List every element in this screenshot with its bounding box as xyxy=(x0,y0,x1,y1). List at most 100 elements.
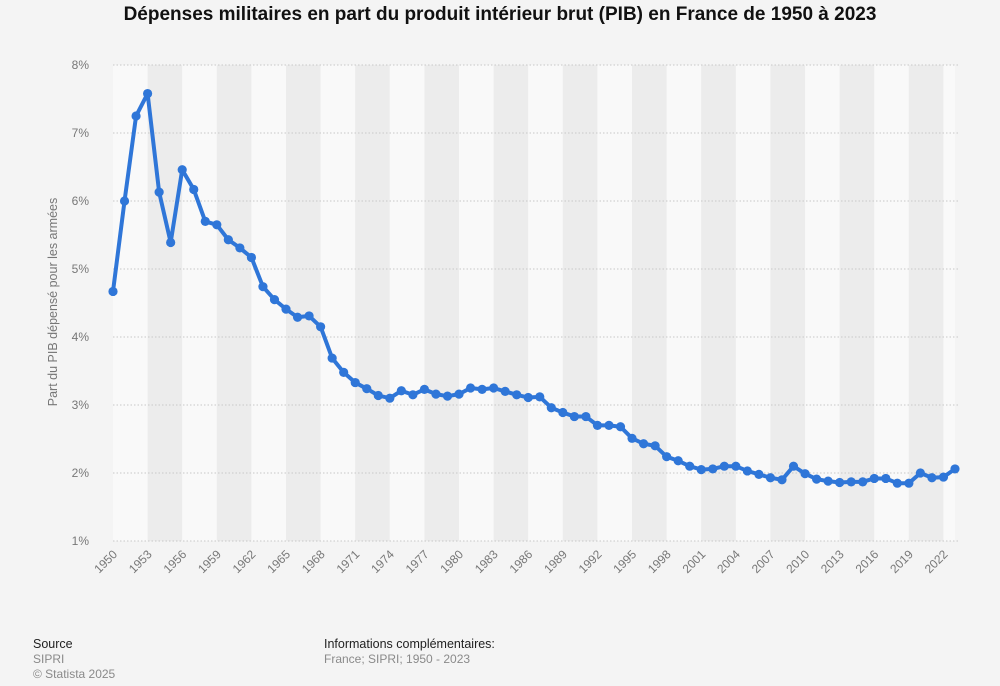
data-point xyxy=(177,165,187,175)
data-point xyxy=(119,196,130,206)
data-point xyxy=(362,384,372,394)
x-tick-label: 1974 xyxy=(368,547,397,576)
info-block: Informations complémentaires: France; SI… xyxy=(324,637,495,667)
data-point xyxy=(615,422,626,432)
background-band xyxy=(355,65,390,541)
data-point xyxy=(154,187,164,197)
data-point xyxy=(754,469,764,479)
info-text: France; SIPRI; 1950 - 2023 xyxy=(324,652,471,666)
background-band xyxy=(701,65,736,541)
data-point xyxy=(788,461,799,471)
x-tick-label: 1989 xyxy=(541,547,570,576)
data-point xyxy=(235,243,245,253)
data-point xyxy=(811,474,822,484)
data-point xyxy=(431,389,441,399)
data-point xyxy=(442,391,453,401)
data-point xyxy=(673,456,683,466)
data-point xyxy=(339,367,349,377)
x-tick-label: 1971 xyxy=(334,547,363,576)
data-point xyxy=(742,466,752,476)
x-tick-label: 1956 xyxy=(161,547,190,576)
copyright[interactable]: © Statista 2025 xyxy=(33,667,116,681)
background-band xyxy=(770,65,806,541)
data-point xyxy=(477,384,487,394)
chart-title: Dépenses militaires en part du produit i… xyxy=(123,4,877,25)
x-tick-label: 2007 xyxy=(749,547,778,576)
data-point xyxy=(373,390,383,401)
data-point xyxy=(292,312,303,322)
data-point xyxy=(696,465,706,475)
data-point xyxy=(638,439,649,449)
x-axis-ticks: 1950 1953 1956 1959 1962 1965 1968 1971 1974 1977… xyxy=(91,547,950,576)
background-band xyxy=(216,65,252,541)
data-point xyxy=(535,392,545,402)
data-point xyxy=(200,216,210,226)
data-point xyxy=(512,390,522,400)
x-tick-label: 1962 xyxy=(230,547,259,576)
data-point xyxy=(950,464,960,474)
data-point xyxy=(650,441,660,451)
x-tick-label: 1980 xyxy=(437,547,466,576)
background-band xyxy=(424,65,460,541)
data-point xyxy=(212,220,222,230)
data-point xyxy=(131,111,141,121)
x-tick-label: 1959 xyxy=(195,547,224,576)
data-point xyxy=(823,476,833,486)
data-point xyxy=(846,477,856,487)
data-point xyxy=(800,469,810,479)
data-point xyxy=(396,386,406,396)
data-point xyxy=(489,383,499,393)
data-point xyxy=(327,353,337,363)
x-tick-label: 2001 xyxy=(680,547,709,576)
background-band xyxy=(597,65,633,541)
data-point xyxy=(189,184,199,195)
source-name[interactable]: SIPRI xyxy=(33,652,65,666)
data-point xyxy=(604,420,614,430)
data-point xyxy=(408,390,418,400)
x-tick-label: 1950 xyxy=(91,547,120,576)
data-point xyxy=(258,282,268,292)
data-point xyxy=(892,478,902,488)
background-bands xyxy=(113,65,955,541)
data-point xyxy=(581,411,591,422)
background-band xyxy=(839,65,875,541)
y-tick-label: 4% xyxy=(72,330,90,344)
x-tick-label: 2019 xyxy=(887,547,916,576)
x-tick-label: 1977 xyxy=(403,547,432,576)
y-tick-label: 1% xyxy=(72,534,90,548)
background-band xyxy=(528,65,563,541)
info-heading[interactable]: Informations complémentaires: xyxy=(324,637,495,651)
background-band xyxy=(459,65,494,541)
data-point xyxy=(685,461,695,471)
data-point xyxy=(858,477,868,487)
data-point xyxy=(731,461,741,471)
source-block: Source SIPRI © Statista 2025 xyxy=(33,637,115,682)
data-point xyxy=(523,392,533,403)
x-tick-label: 2016 xyxy=(853,547,882,576)
data-point xyxy=(927,473,937,483)
data-point xyxy=(143,88,153,99)
data-point xyxy=(454,389,464,399)
x-tick-label: 1953 xyxy=(126,547,155,576)
background-band xyxy=(113,65,148,541)
y-tick-label: 6% xyxy=(72,194,90,208)
data-point xyxy=(869,473,879,484)
data-point xyxy=(350,377,360,388)
x-tick-label: 2004 xyxy=(714,547,743,576)
data-point xyxy=(108,286,118,297)
data-point xyxy=(662,452,672,462)
background-band xyxy=(320,65,356,541)
background-band xyxy=(286,65,321,541)
data-point xyxy=(546,403,556,413)
background-band xyxy=(735,65,771,541)
data-point xyxy=(708,464,718,474)
y-axis-label: Part du PIB dépensé pour les armées xyxy=(46,198,60,406)
data-point xyxy=(316,322,326,332)
series-line xyxy=(108,88,960,488)
y-tick-label: 7% xyxy=(72,126,90,140)
x-tick-label: 2010 xyxy=(783,547,812,576)
background-band xyxy=(943,65,955,541)
background-band xyxy=(908,65,944,541)
background-band xyxy=(493,65,529,541)
